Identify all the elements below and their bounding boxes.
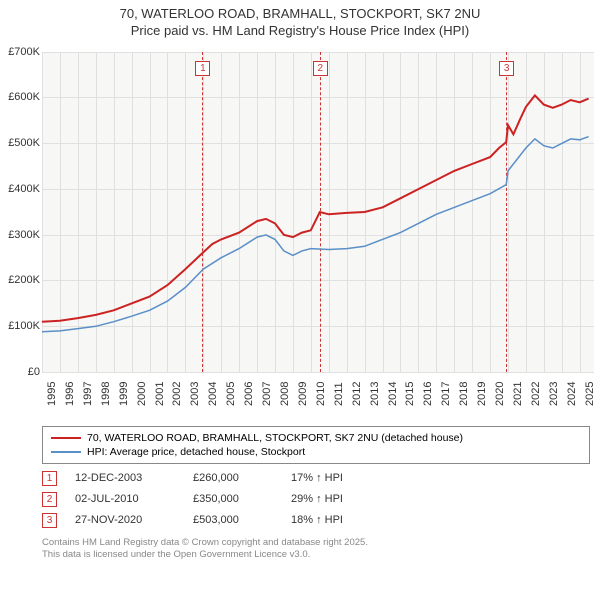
legend-swatch bbox=[51, 451, 81, 453]
event-row: 3 27-NOV-2020 £503,000 18% ↑ HPI bbox=[42, 510, 590, 531]
events-table: 1 12-DEC-2003 £260,000 17% ↑ HPI 2 02-JUL-201… bbox=[42, 468, 590, 531]
event-id-box: 2 bbox=[42, 492, 57, 507]
event-id-box: 3 bbox=[42, 513, 57, 528]
event-price: £503,000 bbox=[193, 514, 273, 526]
event-date: 27-NOV-2020 bbox=[75, 514, 175, 526]
event-pct: 17% ↑ HPI bbox=[291, 472, 343, 484]
series-hpi bbox=[42, 136, 589, 331]
event-row: 1 12-DEC-2003 £260,000 17% ↑ HPI bbox=[42, 468, 590, 489]
footer: Contains HM Land Registry data © Crown c… bbox=[42, 537, 590, 562]
chart-lines bbox=[0, 42, 600, 422]
legend-swatch bbox=[51, 437, 81, 439]
event-pct: 18% ↑ HPI bbox=[291, 514, 343, 526]
footer-line-2: This data is licensed under the Open Gov… bbox=[42, 549, 590, 561]
chart-container: 70, WATERLOO ROAD, BRAMHALL, STOCKPORT, … bbox=[0, 0, 600, 590]
legend-label: 70, WATERLOO ROAD, BRAMHALL, STOCKPORT, … bbox=[87, 432, 463, 444]
event-id-box: 1 bbox=[42, 471, 57, 486]
title-line-2: Price paid vs. HM Land Registry's House … bbox=[10, 23, 590, 40]
chart-area: £0£100K£200K£300K£400K£500K£600K£700K199… bbox=[0, 42, 600, 422]
event-date: 12-DEC-2003 bbox=[75, 472, 175, 484]
event-date: 02-JUL-2010 bbox=[75, 493, 175, 505]
footer-line-1: Contains HM Land Registry data © Crown c… bbox=[42, 537, 590, 549]
legend-label: HPI: Average price, detached house, Stoc… bbox=[87, 446, 305, 458]
event-price: £350,000 bbox=[193, 493, 273, 505]
event-price: £260,000 bbox=[193, 472, 273, 484]
series-price_paid bbox=[42, 95, 589, 321]
title-line-1: 70, WATERLOO ROAD, BRAMHALL, STOCKPORT, … bbox=[10, 6, 590, 23]
event-pct: 29% ↑ HPI bbox=[291, 493, 343, 505]
legend: 70, WATERLOO ROAD, BRAMHALL, STOCKPORT, … bbox=[42, 426, 590, 464]
legend-row: HPI: Average price, detached house, Stoc… bbox=[51, 445, 581, 459]
event-row: 2 02-JUL-2010 £350,000 29% ↑ HPI bbox=[42, 489, 590, 510]
legend-row: 70, WATERLOO ROAD, BRAMHALL, STOCKPORT, … bbox=[51, 431, 581, 445]
title-block: 70, WATERLOO ROAD, BRAMHALL, STOCKPORT, … bbox=[0, 0, 600, 42]
